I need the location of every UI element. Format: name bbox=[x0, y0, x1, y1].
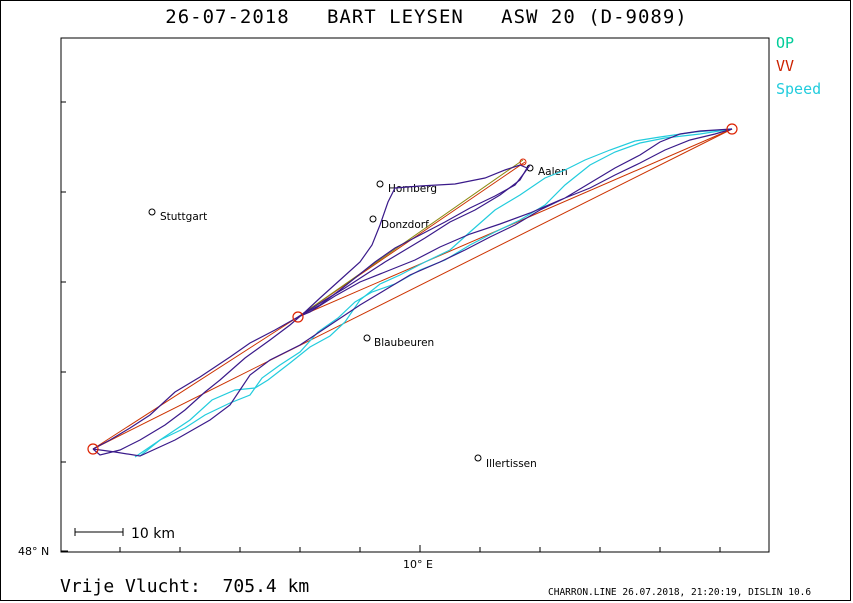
town-label: Hornberg bbox=[388, 183, 437, 195]
speed-track-2 bbox=[134, 128, 733, 458]
legend-op: OP bbox=[776, 34, 795, 52]
speed-track bbox=[139, 128, 733, 457]
plot-border bbox=[60, 37, 770, 553]
scale-bar-label: 10 km bbox=[131, 526, 175, 542]
op-legs bbox=[297, 159, 524, 318]
town-label: Donzdorf bbox=[381, 219, 429, 231]
start-turnpoint bbox=[87, 443, 99, 455]
distance-label: Vrije Vlucht: 705.4 km bbox=[60, 576, 310, 597]
town-hornberg: Hornberg bbox=[376, 180, 437, 195]
town-label: Blaubeuren bbox=[374, 337, 434, 349]
town-blaubeuren: Blaubeuren bbox=[363, 334, 434, 349]
scale-bar: 10 km bbox=[74, 526, 175, 542]
town-label: Stuttgart bbox=[160, 211, 207, 223]
longitude-ticks bbox=[119, 545, 721, 552]
software-credit: CHARRON.LINE 26.07.2018, 21:20:19, DISLI… bbox=[548, 587, 812, 598]
flight-track-3 bbox=[297, 164, 531, 318]
latitude-label: 48° N bbox=[18, 545, 49, 558]
town-label: Aalen bbox=[538, 166, 568, 178]
flight-track bbox=[92, 164, 528, 456]
longitude-label: 10° E bbox=[403, 558, 433, 571]
flight-title: 26-07-2018 BART LEYSEN ASW 20 (D-9089) bbox=[165, 6, 688, 28]
vv-legs bbox=[92, 128, 733, 450]
legend-speed: Speed bbox=[776, 80, 822, 98]
aalen-turnpoint bbox=[519, 158, 527, 166]
town-illertissen: Illertissen bbox=[474, 454, 537, 470]
middle-turnpoint bbox=[292, 311, 304, 323]
town-donzdorf: Donzdorf bbox=[369, 215, 429, 231]
flight-track-2 bbox=[92, 128, 733, 457]
east-turnpoint bbox=[726, 123, 738, 135]
town-label: Illertissen bbox=[486, 458, 537, 470]
town-stuttgart: Stuttgart bbox=[148, 208, 207, 223]
legend-vv: VV bbox=[776, 57, 795, 75]
latitude-ticks bbox=[61, 101, 68, 552]
